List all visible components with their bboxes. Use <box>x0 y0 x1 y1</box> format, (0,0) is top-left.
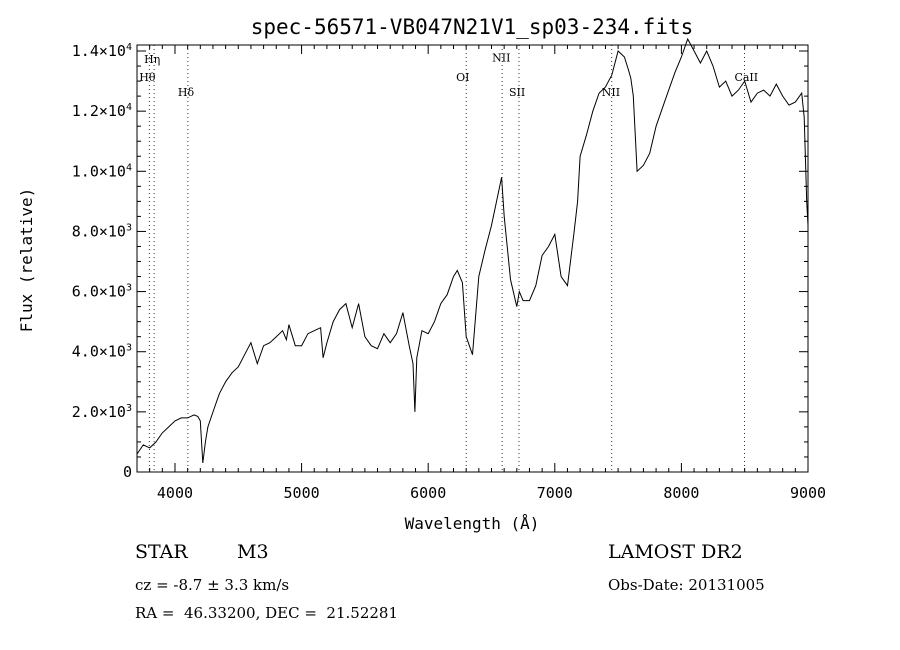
line-label: CaII <box>734 71 758 84</box>
coordinates: RA = 46.33200, DEC = 21.52281 <box>135 604 399 622</box>
line-label: Hδ <box>178 86 195 99</box>
line-label: NII <box>602 86 620 99</box>
y-tick-label: 6.0×103 <box>72 283 132 301</box>
x-tick-label: 5000 <box>284 484 320 502</box>
object-class: STAR <box>135 541 188 563</box>
axes: 4000 5000 6000 7000 8000 9000 0 2.0×103 4.0×103 6… <box>72 42 826 502</box>
x-tick-label: 8000 <box>663 484 699 502</box>
y-tick-label: 8.0×103 <box>72 222 132 240</box>
spectrum-trace <box>136 37 809 464</box>
y-tick-label: 1.2×104 <box>72 102 132 120</box>
survey-name: LAMOST DR2 <box>608 541 743 563</box>
y-tick-label: 4.0×103 <box>72 343 132 361</box>
line-label: OI <box>456 71 469 84</box>
y-tick-label: 0 <box>123 463 132 481</box>
y-tick-label: 1.4×104 <box>72 42 132 60</box>
spectral-line-markers: Hη Hθ Hδ OI NII SII NII CaII <box>139 45 758 472</box>
spectral-type: M3 <box>237 541 269 563</box>
line-label: Hη <box>144 53 160 66</box>
chart-title: spec-56571-VB047N21V1_sp03-234.fits <box>251 15 694 39</box>
line-label: SII <box>509 86 525 99</box>
redshift-value: cz = -8.7 ± 3.3 km/s <box>135 576 290 594</box>
line-label: Hθ <box>139 71 156 84</box>
plot-frame <box>136 44 809 473</box>
y-tick-label: 2.0×103 <box>72 403 132 421</box>
y-axis-label: Flux (relative) <box>17 188 36 333</box>
line-label: NII <box>492 52 510 65</box>
x-tick-label: 6000 <box>410 484 446 502</box>
x-tick-label: 7000 <box>537 484 573 502</box>
y-tick-label: 1.0×104 <box>72 162 132 180</box>
x-tick-label: 9000 <box>790 484 826 502</box>
x-axis-label: Wavelength (Å) <box>405 514 540 533</box>
x-tick-label: 4000 <box>157 484 193 502</box>
observation-date: Obs-Date: 20131005 <box>608 576 765 594</box>
